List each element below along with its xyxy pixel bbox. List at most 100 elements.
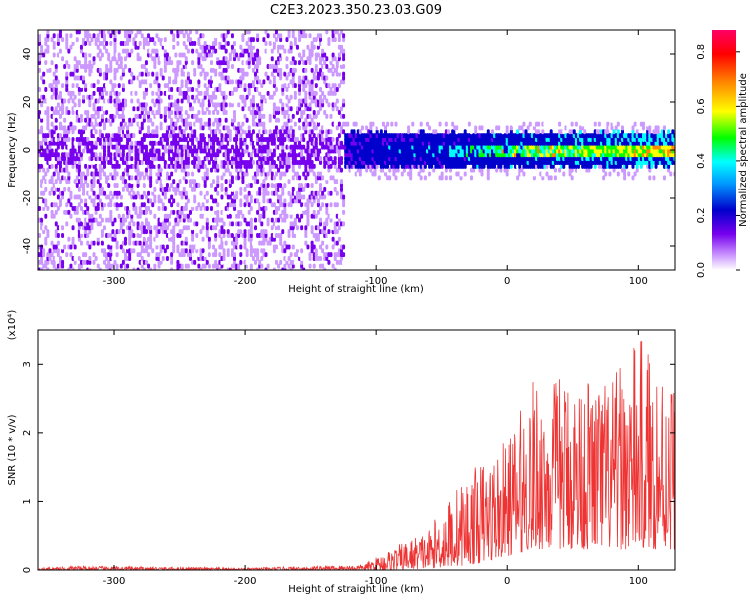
spectrogram-cell (153, 56, 157, 62)
spectrogram-cell (243, 83, 247, 89)
spectrogram-cell (493, 163, 497, 169)
spectrogram-cell (50, 121, 54, 127)
spectrogram-cell (295, 213, 299, 219)
spectrogram-cell (434, 121, 438, 127)
spectrogram-cell (316, 202, 320, 208)
spectrogram-cell (339, 248, 343, 254)
spectrogram-cell (205, 175, 209, 181)
spectrogram-cell (82, 190, 86, 196)
spectrogram-cell (50, 60, 54, 66)
spectrogram-cell (100, 206, 104, 212)
spectrogram-cell (155, 244, 159, 250)
spectrogram-cell (298, 106, 302, 112)
spectrogram-cell (90, 221, 94, 227)
spectrogram-cell (50, 37, 54, 43)
spectrogram-cell (65, 87, 69, 93)
spectrogram-cell (113, 56, 117, 62)
spectrogram-cell (505, 129, 509, 135)
spectrogram-cell (279, 67, 283, 73)
spectrogram-cell (195, 148, 199, 154)
spectrogram-cell (455, 213, 459, 219)
spectrogram-cell (312, 44, 316, 50)
spectrogram-cell (88, 71, 92, 77)
spectrogram-cell (289, 117, 293, 123)
spectrogram-cell (186, 48, 190, 54)
spectrogram-cell (205, 167, 209, 173)
spectrogram-cell (82, 75, 86, 81)
spectrogram-cell (319, 37, 323, 43)
spectrogram-cell (289, 44, 293, 50)
spectrogram-cell (266, 152, 270, 158)
spectrogram-cell (174, 52, 178, 58)
spectrogram-cell (86, 136, 90, 142)
spectrogram-cell (241, 52, 245, 58)
spectrogram-cell (310, 117, 314, 123)
spectrogram-cell (46, 30, 50, 35)
spectrogram-cell (499, 167, 503, 173)
spectrogram-cell (176, 140, 180, 146)
spectrogram-cell (88, 48, 92, 54)
spectrogram-cell (119, 60, 123, 66)
spectrogram-cell (392, 171, 396, 177)
spectrogram-cell (207, 236, 211, 242)
spectrogram-cell (159, 37, 163, 43)
spectrogram-cell (186, 171, 190, 177)
spectrogram-cell (65, 83, 69, 89)
spectrogram-cell (130, 140, 134, 146)
spectrogram-cell (115, 252, 119, 258)
spectrogram-cell (96, 117, 100, 123)
spectrogram-cell (308, 60, 312, 66)
spectrogram-cell (58, 113, 62, 119)
spectrogram-cell (121, 71, 125, 77)
spectrogram-cell (222, 229, 226, 235)
spectrogram-cell (287, 255, 291, 261)
spectrogram-cell (174, 125, 178, 131)
spectrogram-cell (140, 221, 144, 227)
spectrogram-cell (132, 202, 136, 208)
spectrogram-cell (214, 67, 218, 73)
spectrogram-cell (203, 213, 207, 219)
spectrogram-cell (38, 110, 41, 116)
spectrogram-cell (237, 263, 241, 269)
spectrogram-cell (230, 121, 234, 127)
spectrogram-cell (480, 67, 484, 73)
spectrogram-cell (283, 136, 287, 142)
spectrogram-cell (507, 225, 511, 231)
spectrogram-cell (239, 186, 243, 192)
spectrogram-cell (249, 217, 253, 223)
spectrogram-cell (92, 240, 96, 246)
spectrogram-cell (77, 186, 81, 192)
spectrogram-cell (191, 87, 195, 93)
spectrogram-cell (199, 71, 203, 77)
spectrogram-cell (304, 67, 308, 73)
spectrogram-cell (58, 159, 62, 165)
spectrogram-cell (103, 37, 107, 43)
spectrogram-cell (73, 140, 77, 146)
spectrogram-cell (245, 48, 249, 54)
spectrogram-cell (230, 232, 234, 238)
spectrogram-cell (50, 83, 54, 89)
spectrogram-cell (272, 102, 276, 108)
spectrogram-cell (308, 255, 312, 261)
spectrogram-cell (342, 52, 346, 58)
spectrogram-cell (199, 267, 203, 270)
spectrogram-cell (329, 252, 333, 258)
spectrogram-cell (262, 79, 266, 85)
spectrogram-cell (272, 248, 276, 254)
spectrogram-cell (327, 232, 331, 238)
spectrogram-cell (153, 186, 157, 192)
spectrogram-cell (144, 167, 148, 173)
spectrogram-cell (82, 186, 86, 192)
spectrogram-cell (56, 40, 60, 46)
spectrogram-cell (339, 140, 343, 146)
spectrogram-cell (304, 94, 308, 100)
spectrogram-cell (157, 110, 161, 116)
spectrogram-cell (402, 209, 406, 215)
spectrogram-cell (138, 129, 142, 135)
spectrogram-cell (84, 198, 88, 204)
spectrogram-cell (155, 232, 159, 238)
spectrogram-cell (157, 148, 161, 154)
spectrogram-cell (331, 106, 335, 112)
spectrogram-cell (207, 117, 211, 123)
spectrogram-cell (335, 60, 339, 66)
